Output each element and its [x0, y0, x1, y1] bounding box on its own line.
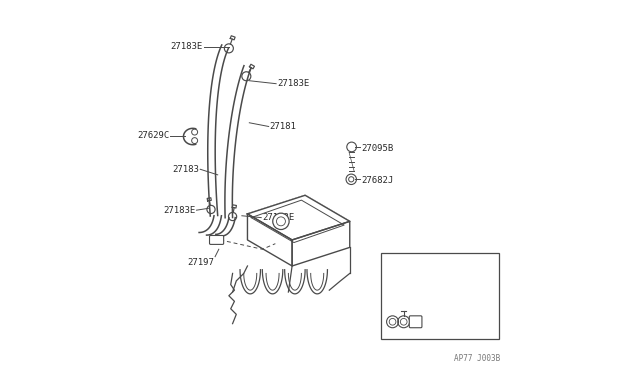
Polygon shape: [248, 195, 349, 240]
Text: OP:FED: OP:FED: [392, 273, 425, 282]
Text: 27195M: 27195M: [406, 302, 438, 311]
Text: AP77 J003B: AP77 J003B: [454, 354, 500, 363]
Circle shape: [273, 213, 289, 230]
Text: 27682J: 27682J: [361, 176, 393, 185]
Text: 27183E: 27183E: [163, 206, 195, 215]
FancyBboxPatch shape: [410, 316, 422, 328]
Polygon shape: [248, 214, 292, 266]
Text: 27629C: 27629C: [137, 131, 170, 140]
Text: 27181: 27181: [270, 122, 297, 131]
Text: 27183: 27183: [172, 165, 199, 174]
Text: 27183E: 27183E: [262, 213, 294, 222]
Polygon shape: [292, 221, 349, 266]
Text: 27095B: 27095B: [361, 144, 393, 153]
Text: 27183E: 27183E: [171, 42, 203, 51]
Text: 27197: 27197: [187, 258, 214, 267]
Text: 27183E: 27183E: [277, 79, 310, 88]
FancyBboxPatch shape: [209, 235, 223, 244]
Bar: [381, 253, 499, 339]
